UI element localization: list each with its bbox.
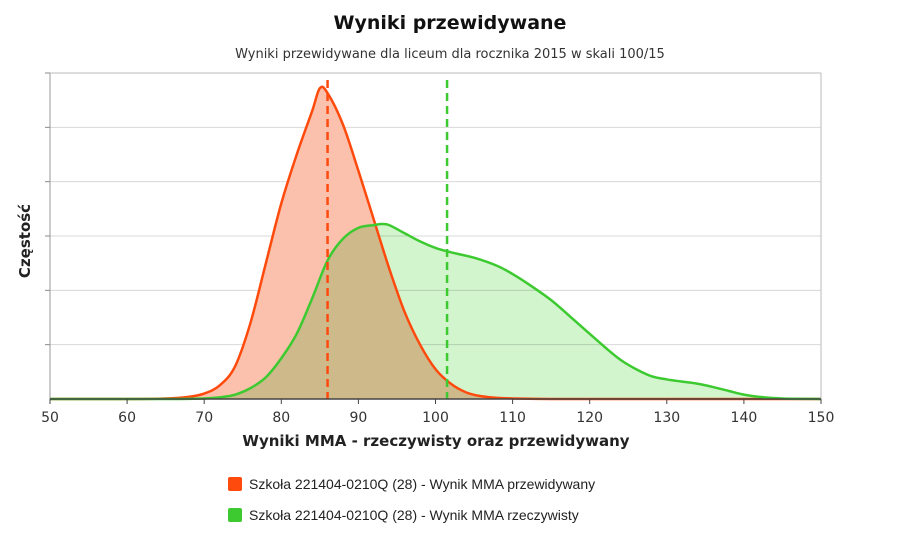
x-axis-label: Wyniki MMA - rzeczywisty oraz przewidywa… — [242, 432, 629, 450]
x-tick-labels: 50 60 70 80 90 100 110 120 130 140 150 — [41, 399, 834, 426]
x-tick-label: 70 — [195, 410, 213, 426]
x-tick-label: 140 — [731, 410, 758, 426]
legend-label-actual: Szkoła 221404-0210Q (28) - Wynik MMA rze… — [249, 507, 579, 523]
x-tick-label: 60 — [118, 410, 136, 426]
legend-swatch-actual — [228, 508, 242, 522]
line-predicted[interactable] — [49, 85, 821, 401]
legend-item-predicted[interactable]: Szkoła 221404-0210Q (28) - Wynik MMA prz… — [228, 472, 595, 496]
chart-subtitle: Wyniki przewidywane dla liceum dla roczn… — [235, 47, 665, 62]
x-tick-label: 50 — [41, 410, 59, 426]
x-tick-label: 110 — [499, 410, 526, 426]
line-actual[interactable] — [49, 222, 822, 401]
x-tick-label: 100 — [422, 410, 449, 426]
area-actual — [50, 223, 821, 400]
series-areas — [49, 85, 822, 401]
legend-label-predicted: Szkoła 221404-0210Q (28) - Wynik MMA prz… — [249, 476, 596, 492]
x-tick-label: 120 — [576, 410, 603, 426]
legend-swatch-predicted — [228, 477, 242, 491]
y-axis-label: Częstość — [16, 204, 34, 278]
legend-item-actual[interactable]: Szkoła 221404-0210Q (28) - Wynik MMA rze… — [228, 503, 595, 527]
x-tick-label: 80 — [272, 410, 290, 426]
x-tick-label: 90 — [349, 410, 367, 426]
legend: Szkoła 221404-0210Q (28) - Wynik MMA prz… — [228, 472, 595, 534]
x-tick-label: 130 — [653, 410, 680, 426]
chart: Wyniki przewidywane Wyniki przewidywane … — [16, 12, 834, 450]
x-tick-label: 150 — [808, 410, 835, 426]
chart-title: Wyniki przewidywane — [334, 12, 567, 34]
mean-lines — [326, 80, 449, 399]
